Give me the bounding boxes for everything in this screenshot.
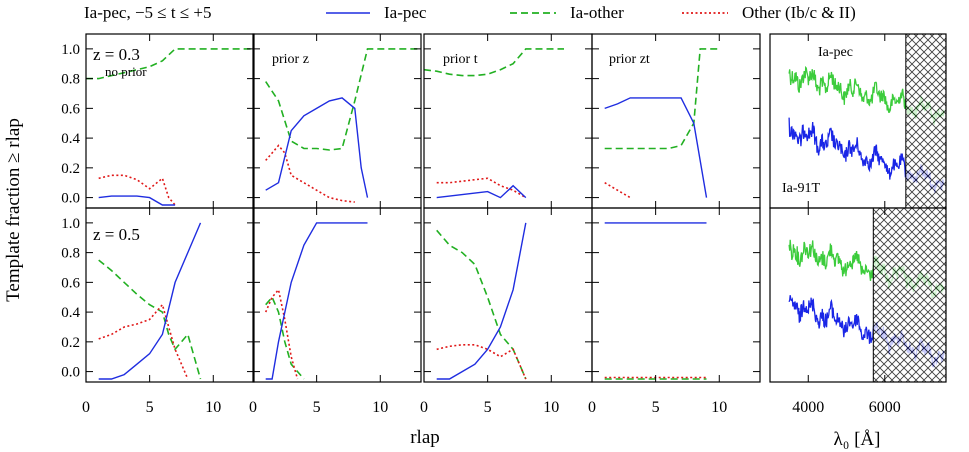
series-iaother-r0c0 [86, 48, 252, 80]
panel-frame-r1c3 [591, 207, 761, 383]
x-tick-label: 10 [543, 399, 559, 416]
series-other-r1c1 [264, 288, 299, 380]
series-other-r0c1 [265, 144, 355, 203]
panel-r1c3: 0 5 10 [588, 207, 761, 416]
x-tick-label: 0 [249, 399, 257, 416]
series-iapec-r0c3 [604, 97, 708, 198]
series-iaother-r0c3 [604, 48, 720, 150]
column-label-no-prior: no prior [105, 64, 147, 79]
series-iapec-r1c2 [436, 222, 527, 380]
legend-label-ia-other: Ia-other [570, 3, 624, 22]
column-label-prior-zt: prior zt [609, 52, 650, 67]
spectra-x-axis-label: λ₀ [Å] [834, 429, 881, 450]
panel-frame-r1c2 [423, 207, 593, 383]
panel-r1c2: 0 5 10 [420, 207, 593, 416]
spectrum-x-tick-label: 4000 [792, 399, 824, 416]
row-label-z03: z = 0.3 [93, 45, 140, 64]
spectrum-panel-0 [769, 33, 947, 209]
legend-label-other: Other (Ib/c & II) [742, 3, 856, 22]
series-iapec-r1c1 [265, 222, 368, 380]
series-other-r1c2 [436, 343, 527, 380]
y-tick-label: 0.2 [61, 161, 80, 177]
series-iaother-r1c2 [436, 229, 527, 380]
y-axis-label: Template fraction ≥ rlap [3, 118, 24, 302]
x-tick-label: 0 [82, 399, 90, 416]
y-tick-label: 0.8 [61, 72, 80, 88]
spectra-panels: 4000 6000 [769, 33, 947, 416]
panel-r1c1: 0 5 10 [249, 207, 422, 416]
panel-r1c0: 0.0 0.2 0.4 0.6 0.8 1.0 0 5 10 [61, 207, 255, 416]
x-tick-label: 10 [372, 399, 388, 416]
y-tick-label: 1.0 [61, 216, 80, 232]
x-tick-label: 0 [588, 399, 596, 416]
spectrum-frame-1 [769, 207, 947, 383]
series-other-r0c3 [604, 182, 631, 199]
spectrum-label-ia-91t: Ia-91T [782, 181, 821, 196]
series-iapec-r0c0 [98, 195, 176, 206]
spectrum-x-tick-label: 6000 [869, 399, 901, 416]
column-label-prior-t: prior t [443, 52, 478, 67]
x-tick-label: 10 [205, 399, 221, 416]
panel-r0c0: 0.0 0.2 0.4 0.6 0.8 1.0 [61, 33, 255, 209]
series-other-r0c2 [436, 177, 527, 199]
x-tick-label: 10 [711, 399, 727, 416]
figure-title: Ia-pec, −5 ≤ t ≤ +5 [84, 3, 212, 22]
y-tick-label: 0.6 [61, 101, 80, 117]
rlap-panels: 0.0 0.2 0.4 0.6 0.8 1.0 0.0 0.2 0.4 0.6 0.8 1.0 0 5 10… [61, 33, 761, 416]
legend: Ia-pec Ia-other Other (Ib/c & II) [326, 3, 856, 22]
y-tick-label: 0.0 [61, 365, 80, 381]
series-other-r0c0 [98, 174, 176, 206]
y-tick-label: 0.0 [61, 191, 80, 207]
y-tick-label: 0.4 [61, 305, 80, 321]
panel-frame-r1c0 [85, 207, 255, 383]
column-label-prior-z: prior z [272, 52, 309, 67]
series-iaother-r0c1 [265, 48, 419, 151]
legend-label-ia-pec: Ia-pec [384, 3, 427, 22]
series-iaother-r1c0 [98, 259, 202, 380]
y-tick-label: 0.4 [61, 131, 80, 147]
spectrum-label-ia-pec: Ia-pec [818, 45, 853, 60]
series-iapec-r0c2 [436, 184, 527, 199]
series-iaother-r0c2 [423, 48, 564, 77]
x-axis-label: rlap [410, 427, 440, 448]
x-tick-label: 5 [146, 399, 154, 416]
y-tick-label: 0.8 [61, 246, 80, 262]
x-tick-label: 5 [652, 399, 660, 416]
x-tick-label: 0 [420, 399, 428, 416]
figure-header: Ia-pec, −5 ≤ t ≤ +5 Ia-pec Ia-other Othe… [84, 3, 856, 22]
masked-region-0 [905, 33, 947, 209]
series-other-r1c0 [98, 303, 189, 380]
series-iapec-r0c1 [265, 97, 369, 198]
series-iapec-r1c0 [98, 222, 202, 380]
y-tick-label: 0.2 [61, 335, 80, 351]
x-tick-label: 5 [484, 399, 492, 416]
panel-frame-r1c1 [252, 207, 422, 383]
y-tick-label: 1.0 [61, 42, 80, 58]
row-label-z05: z = 0.5 [93, 225, 140, 244]
y-tick-label: 0.6 [61, 275, 80, 291]
masked-region-1 [872, 207, 947, 383]
spectrum-panel-1: 4000 6000 [769, 207, 947, 416]
x-tick-label: 5 [313, 399, 321, 416]
